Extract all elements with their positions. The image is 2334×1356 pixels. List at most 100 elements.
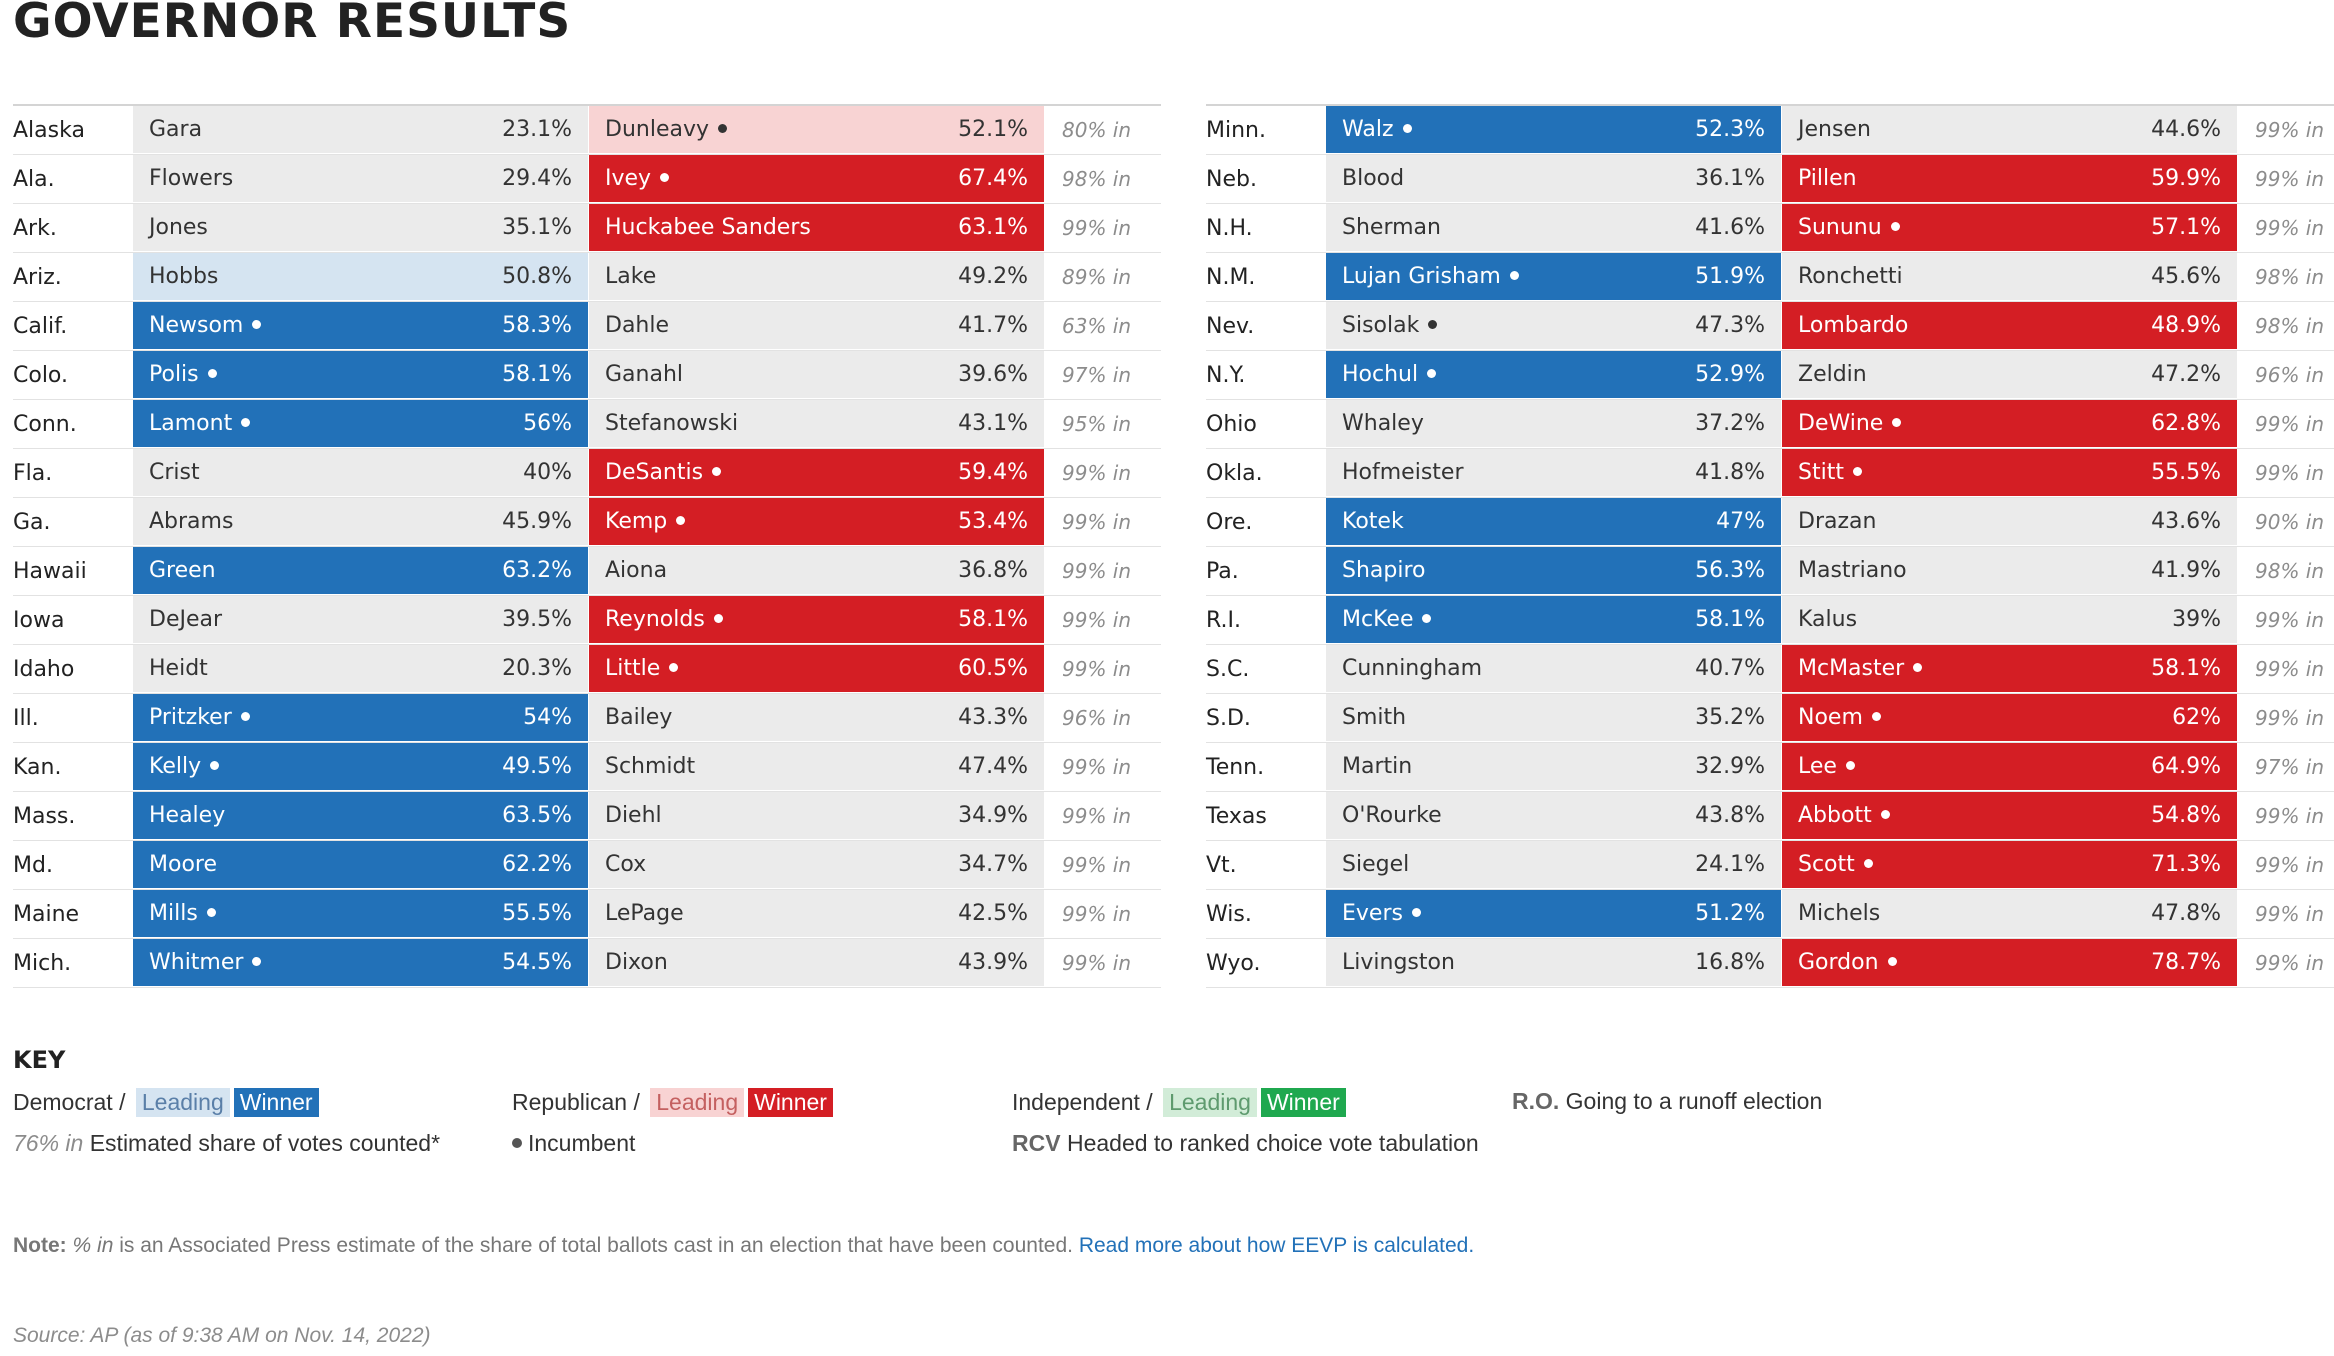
state-name: Hawaii — [13, 558, 87, 584]
candidate-name-text: Abrams — [149, 509, 234, 534]
candidate-vote-pct: 51.9% — [1695, 264, 1765, 289]
candidate-name: Kotek — [1342, 509, 1404, 534]
pct-reporting: 63% in — [1062, 314, 1132, 338]
candidate-name: Smith — [1342, 705, 1406, 730]
candidate-vote-pct: 43.9% — [958, 950, 1028, 975]
candidate-cell: Flowers 29.4% — [133, 155, 588, 203]
candidate-name-text: Heidt — [149, 656, 208, 681]
candidate-name-text: Little — [605, 656, 661, 681]
candidate-name: McKee — [1342, 607, 1432, 632]
candidate-vote-pct: 52.9% — [1695, 362, 1765, 387]
candidate-name-text: Lake — [605, 264, 657, 289]
candidate-cell: Ronchetti 45.6% — [1782, 253, 2237, 301]
result-row: Tenn. Martin 32.9% Lee 64.9% 97% in — [1206, 743, 2334, 792]
candidate-name-text: Jensen — [1798, 117, 1871, 142]
pct-reporting: 99% in — [1062, 608, 1132, 632]
candidate-cell: Noem 62% — [1782, 694, 2237, 742]
state-name: Wis. — [1206, 901, 1252, 927]
candidate-cell: McMaster 58.1% — [1782, 645, 2237, 693]
candidate-vote-pct: 47.3% — [1695, 313, 1765, 338]
key-democrat-label: Democrat / — [13, 1089, 126, 1115]
result-row: N.M. Lujan Grisham 51.9% Ronchetti 45.6% 98% … — [1206, 253, 2334, 302]
candidate-name-text: Dunleavy — [605, 117, 709, 142]
candidate-name-text: Bailey — [605, 705, 673, 730]
key-independent-leading-swatch: Leading — [1163, 1088, 1257, 1117]
candidate-vote-pct: 49.5% — [502, 754, 572, 779]
incumbent-dot-icon — [1427, 368, 1437, 378]
eevp-link[interactable]: Read more about how EEVP is calculated. — [1078, 1234, 1475, 1257]
candidate-vote-pct: 24.1% — [1695, 852, 1765, 877]
candidate-name: Pillen — [1798, 166, 1857, 191]
candidate-name-text: Abbott — [1798, 803, 1872, 828]
state-name: Idaho — [13, 656, 75, 682]
key-democrat-winner-swatch: Winner — [233, 1088, 319, 1117]
candidate-name: Ganahl — [605, 362, 683, 387]
candidate-name: Sununu — [1798, 215, 1900, 240]
candidate-cell: Sherman 41.6% — [1326, 204, 1781, 252]
candidate-name: Huckabee Sanders — [605, 215, 811, 240]
candidate-cell: Sununu 57.1% — [1782, 204, 2237, 252]
note-text: is an Associated Press estimate of the s… — [119, 1234, 1073, 1257]
candidate-cell: Heidt 20.3% — [133, 645, 588, 693]
incumbent-dot-icon — [252, 319, 262, 329]
candidate-cell: Abrams 45.9% — [133, 498, 588, 546]
state-name: Maine — [13, 901, 80, 927]
incumbent-dot-icon — [1890, 221, 1900, 231]
incumbent-dot-icon — [1913, 662, 1923, 672]
pct-reporting: 90% in — [2255, 510, 2325, 534]
candidate-name-text: Cox — [605, 852, 647, 877]
candidate-vote-pct: 47.2% — [2151, 362, 2221, 387]
candidate-cell: Hobbs 50.8% — [133, 253, 588, 301]
pct-reporting: 99% in — [2255, 902, 2325, 926]
candidate-name-text: Newsom — [149, 313, 244, 338]
candidate-cell: Hofmeister 41.8% — [1326, 449, 1781, 497]
candidate-name: Michels — [1798, 901, 1880, 926]
result-row: R.I. McKee 58.1% Kalus 39% 99% in — [1206, 596, 2334, 645]
key-democrat-leading-swatch: Leading — [135, 1088, 230, 1117]
candidate-cell: Sisolak 47.3% — [1326, 302, 1781, 350]
candidate-vote-pct: 42.5% — [958, 901, 1028, 926]
candidate-cell: Little 60.5% — [589, 645, 1044, 693]
candidate-name: Healey — [149, 803, 225, 828]
candidate-name: McMaster — [1798, 656, 1923, 681]
candidate-cell: Siegel 24.1% — [1326, 841, 1781, 889]
candidate-cell: DeSantis 59.4% — [589, 449, 1044, 497]
candidate-vote-pct: 43.3% — [958, 705, 1028, 730]
incumbent-dot-icon — [1871, 711, 1881, 721]
result-row: Md. Moore 62.2% Cox 34.7% 99% in — [13, 841, 1161, 890]
candidate-vote-pct: 47.4% — [958, 754, 1028, 779]
candidate-name-text: Stitt — [1798, 460, 1844, 485]
incumbent-dot-icon — [206, 907, 216, 917]
candidate-name-text: Gordon — [1798, 950, 1879, 975]
pct-reporting: 99% in — [1062, 755, 1132, 779]
candidate-vote-pct: 40% — [523, 460, 572, 485]
candidate-vote-pct: 54.5% — [502, 950, 572, 975]
candidate-name: Mastriano — [1798, 558, 1907, 583]
key-runoff-abbr: R.O. — [1512, 1088, 1560, 1114]
candidate-name: Crist — [149, 460, 200, 485]
result-row: Fla. Crist 40% DeSantis 59.4% 99% in — [13, 449, 1161, 498]
candidate-name: Kelly — [149, 754, 220, 779]
state-name: N.Y. — [1206, 362, 1246, 388]
state-name: Nev. — [1206, 313, 1255, 339]
candidate-name: Jones — [149, 215, 208, 240]
state-name: Ill. — [13, 705, 39, 731]
candidate-vote-pct: 64.9% — [2151, 754, 2221, 779]
candidate-vote-pct: 78.7% — [2151, 950, 2221, 975]
candidate-vote-pct: 63.1% — [958, 215, 1028, 240]
state-name: Okla. — [1206, 460, 1263, 486]
candidate-name: Moore — [149, 852, 217, 877]
candidate-name: Stefanowski — [605, 411, 738, 436]
result-row: Texas O'Rourke 43.8% Abbott 54.8% 99% in — [1206, 792, 2334, 841]
candidate-cell: Jones 35.1% — [133, 204, 588, 252]
candidate-vote-pct: 35.2% — [1695, 705, 1765, 730]
candidate-name: Bailey — [605, 705, 672, 730]
candidate-vote-pct: 32.9% — [1695, 754, 1765, 779]
result-row: Minn. Walz 52.3% Jensen 44.6% 99% in — [1206, 106, 2334, 155]
pct-reporting: 99% in — [2255, 853, 2325, 877]
pct-reporting: 99% in — [2255, 167, 2325, 191]
candidate-name: Blood — [1342, 166, 1404, 191]
incumbent-dot-icon — [712, 466, 722, 476]
candidate-name-text: Mastriano — [1798, 558, 1907, 583]
pct-reporting: 99% in — [1062, 853, 1132, 877]
